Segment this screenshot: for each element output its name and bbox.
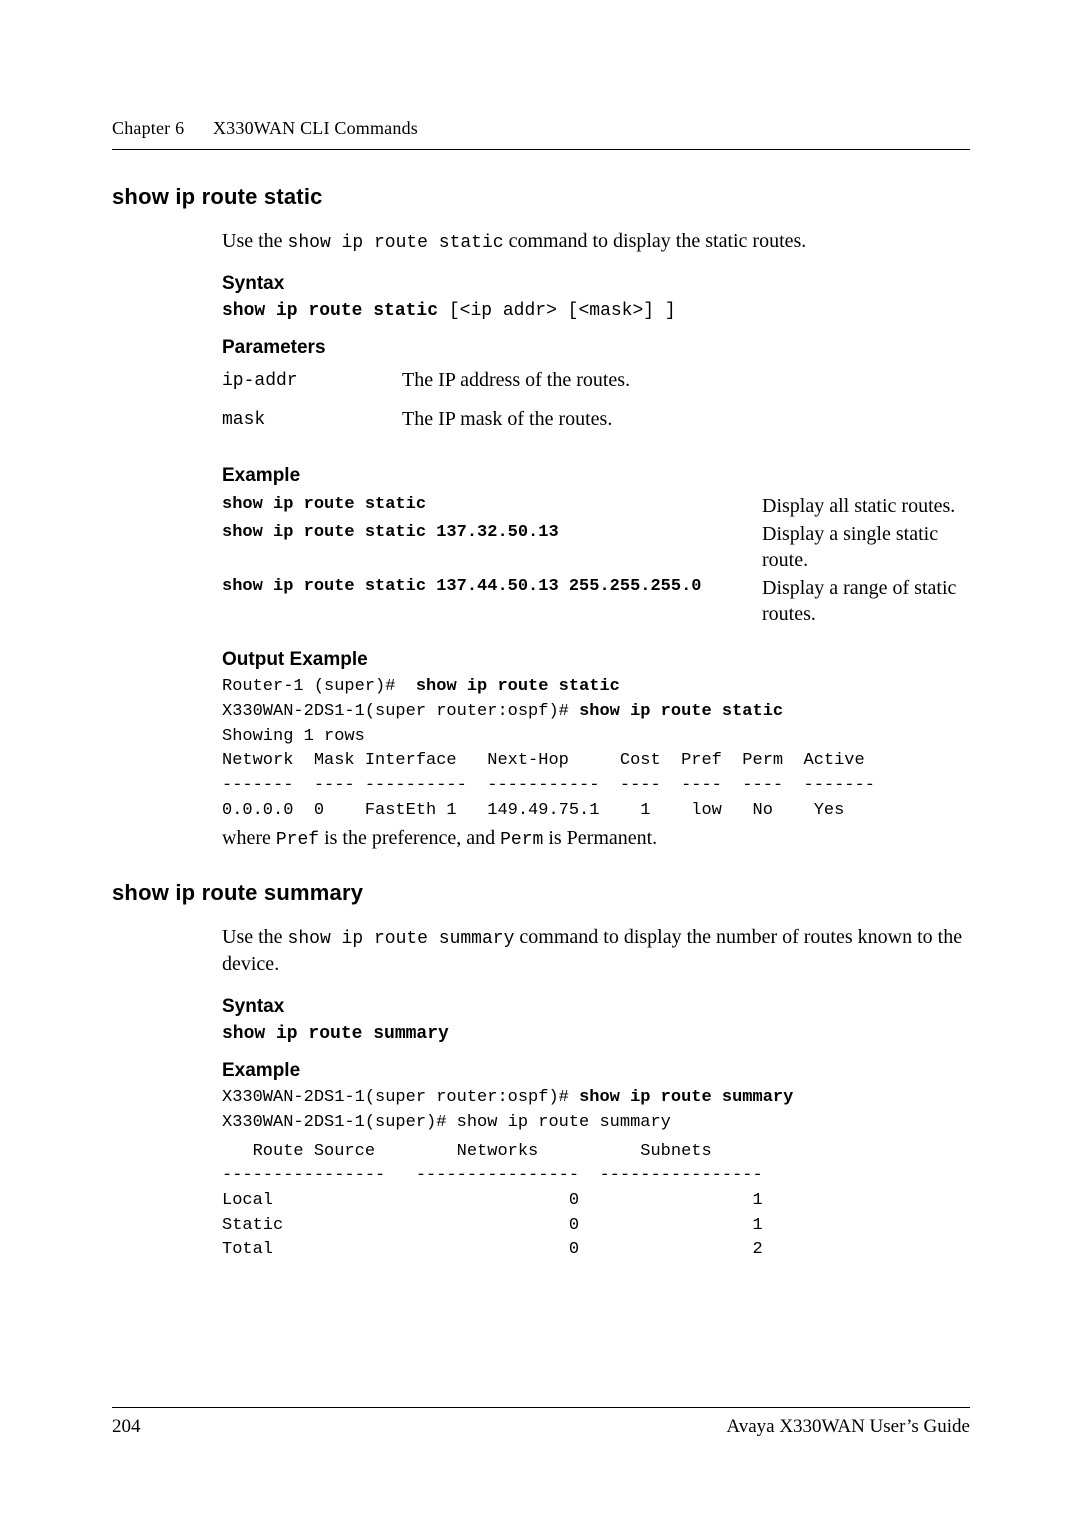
section-heading-summary: show ip route summary [112, 880, 970, 906]
out-line: Router-1 (super)# [222, 677, 416, 696]
running-head: Chapter 6 X330WAN CLI Commands [112, 118, 970, 139]
sum-rule: ---------------- ---------------- ------… [222, 1166, 763, 1185]
where-c: is the preference, and [319, 827, 500, 849]
example-cmd: show ip route static [222, 493, 762, 519]
out-line: X330WAN-2DS1-1(super router:ospf)# [222, 1088, 579, 1107]
param-name: ip-addr [222, 369, 402, 392]
syntax-rest: [<ip addr> [<mask>] ] [438, 301, 676, 321]
sum-row: Total 0 2 [222, 1240, 763, 1259]
syntax-line-summary: show ip route summary [222, 1022, 970, 1044]
output-example-label: Output Example [222, 649, 970, 671]
parameters-label: Parameters [222, 337, 970, 359]
syntax-label: Syntax [222, 273, 970, 295]
example-desc: Display a single static route. [762, 521, 970, 573]
output-block-static: Router-1 (super)# show ip route static X… [222, 675, 970, 823]
sum-row: Local 0 1 [222, 1191, 763, 1210]
syntax-label: Syntax [222, 996, 970, 1018]
out-line: X330WAN-2DS1-1(super router:ospf)# [222, 702, 579, 721]
out-line: 0.0.0.0 0 FastEth 1 149.49.75.1 1 low No… [222, 801, 844, 820]
output-block-summary: X330WAN-2DS1-1(super router:ospf)# show … [222, 1086, 970, 1135]
where-d: Perm [500, 830, 543, 850]
param-desc: The IP mask of the routes. [402, 408, 970, 431]
chapter-title: X330WAN CLI Commands [213, 118, 418, 138]
param-name: mask [222, 408, 402, 431]
where-a: where [222, 827, 276, 849]
out-line: Showing 1 rows [222, 727, 365, 746]
summary-table: Route Source Networks Subnets ----------… [222, 1140, 970, 1263]
example-desc: Display all static routes. [762, 493, 970, 519]
intro-pre: Use the [222, 926, 288, 948]
example-cmd: show ip route static 137.44.50.13 255.25… [222, 575, 762, 627]
out-line: Network Mask Interface Next-Hop Cost Pre… [222, 751, 865, 770]
param-desc: The IP address of the routes. [402, 369, 970, 392]
header-rule [112, 149, 970, 150]
out-line-bold: show ip route summary [579, 1088, 793, 1107]
page-number: 204 [112, 1416, 141, 1438]
section-heading-static: show ip route static [112, 184, 970, 210]
out-line: X330WAN-2DS1-1(super)# show ip route sum… [222, 1113, 671, 1132]
where-note: where Pref is the preference, and Perm i… [222, 827, 970, 850]
intro-cmd: show ip route summary [288, 929, 515, 949]
out-line-bold: show ip route static [579, 702, 783, 721]
example-grid: show ip route static Display all static … [222, 493, 970, 627]
sum-row: Static 0 1 [222, 1216, 763, 1235]
example-label: Example [222, 1060, 970, 1082]
where-b: Pref [276, 830, 319, 850]
page-footer: 204 Avaya X330WAN User’s Guide [112, 1407, 970, 1438]
book-title: Avaya X330WAN User’s Guide [726, 1416, 970, 1438]
where-e: is Permanent. [543, 827, 657, 849]
example-cmd: show ip route static 137.32.50.13 [222, 521, 762, 573]
syntax-bold: show ip route static [222, 301, 438, 321]
sum-head: Route Source Networks Subnets [222, 1142, 712, 1161]
example-label: Example [222, 465, 970, 487]
footer-rule [112, 1407, 970, 1408]
intro-pre: Use the [222, 230, 288, 252]
intro-cmd: show ip route static [288, 233, 504, 253]
parameters-grid: ip-addr The IP address of the routes. ma… [222, 369, 970, 431]
example-desc: Display a range of static routes. [762, 575, 970, 627]
out-line: ------- ---- ---------- ----------- ----… [222, 776, 875, 795]
out-line-bold: show ip route static [416, 677, 620, 696]
syntax-bold: show ip route summary [222, 1024, 449, 1044]
intro-post: command to display the static routes. [504, 230, 807, 252]
syntax-line-static: show ip route static [<ip addr> [<mask>]… [222, 299, 970, 321]
chapter-label: Chapter 6 [112, 118, 184, 138]
intro-static: Use the show ip route static command to … [222, 228, 970, 255]
intro-summary: Use the show ip route summary command to… [222, 924, 970, 978]
